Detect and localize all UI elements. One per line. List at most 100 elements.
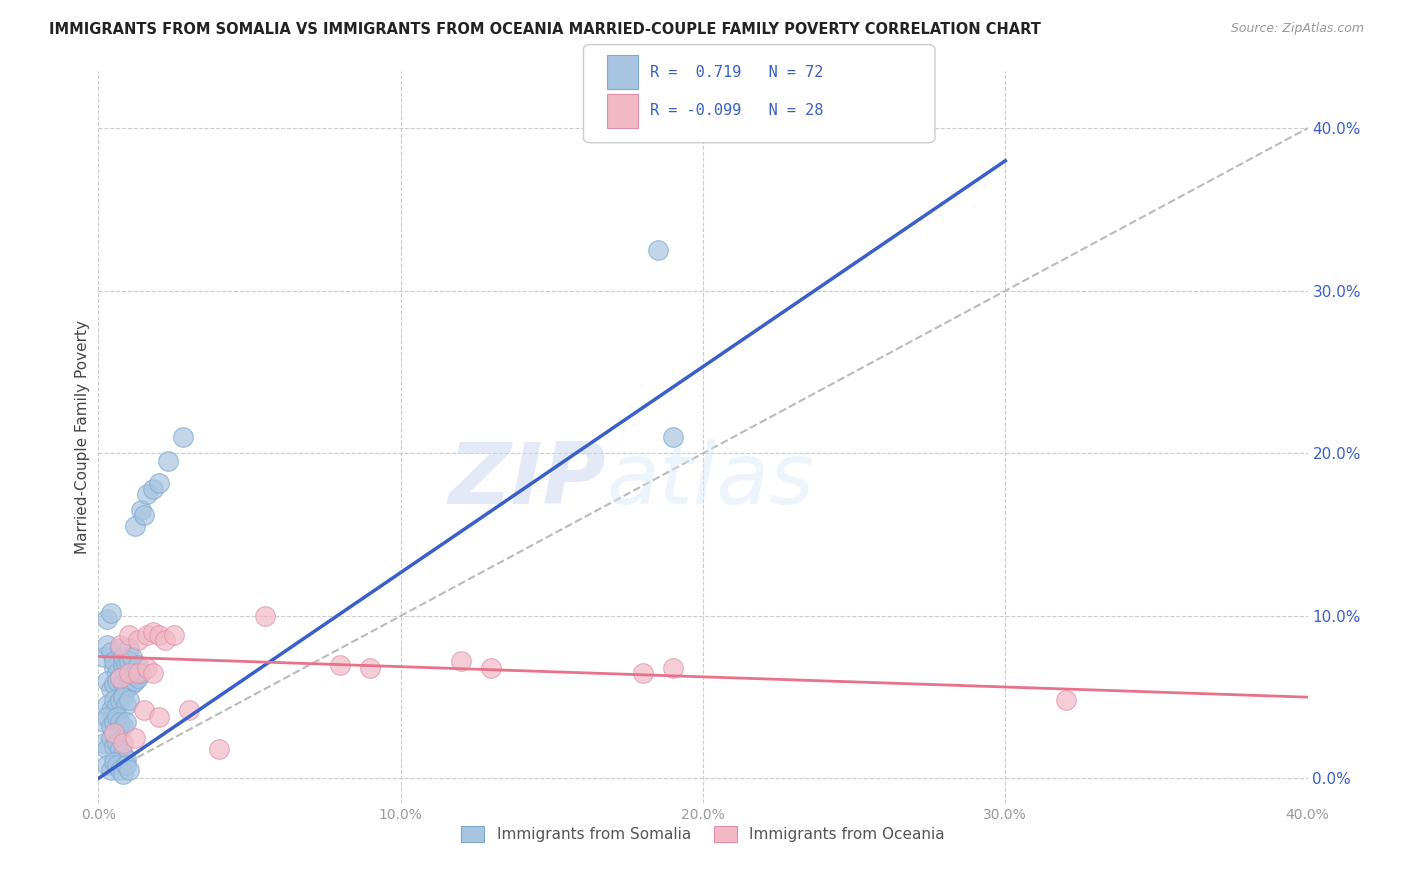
Point xyxy=(142,625,165,640)
Point xyxy=(114,758,136,772)
Point xyxy=(253,608,276,623)
Point xyxy=(118,665,141,680)
Point xyxy=(135,661,157,675)
Point xyxy=(208,742,231,756)
Point xyxy=(481,661,503,675)
Point xyxy=(100,645,122,659)
Point xyxy=(114,698,136,713)
Point xyxy=(142,482,165,496)
Point xyxy=(118,673,141,688)
Point xyxy=(132,703,155,717)
Text: atlas: atlas xyxy=(606,440,814,523)
Point xyxy=(163,628,186,642)
Point xyxy=(661,661,683,675)
Text: Source: ZipAtlas.com: Source: ZipAtlas.com xyxy=(1230,22,1364,36)
Point xyxy=(172,430,194,444)
Point xyxy=(105,665,128,680)
Point xyxy=(631,665,654,680)
Point xyxy=(129,665,152,680)
Point xyxy=(124,673,146,688)
Point xyxy=(148,628,170,642)
Point xyxy=(121,649,143,664)
Point xyxy=(118,628,141,642)
Point xyxy=(108,742,131,756)
Point xyxy=(108,714,131,729)
Point xyxy=(124,665,146,680)
Point xyxy=(179,703,201,717)
Point xyxy=(114,681,136,696)
Point xyxy=(142,665,165,680)
Point xyxy=(132,508,155,522)
Point xyxy=(103,654,125,668)
Point xyxy=(647,243,669,257)
Point xyxy=(96,698,118,713)
Point xyxy=(135,628,157,642)
Point xyxy=(148,475,170,490)
Point xyxy=(103,739,125,753)
Point xyxy=(111,719,134,733)
Point xyxy=(661,430,683,444)
Point xyxy=(103,755,125,769)
Point xyxy=(1054,693,1077,707)
Point xyxy=(135,487,157,501)
Point xyxy=(96,612,118,626)
Point xyxy=(93,649,115,664)
Point xyxy=(111,690,134,705)
Point xyxy=(329,657,352,672)
Point xyxy=(114,665,136,680)
Point xyxy=(114,714,136,729)
Point xyxy=(153,633,176,648)
Point xyxy=(108,764,131,778)
Text: ZIP: ZIP xyxy=(449,440,606,523)
Point xyxy=(100,681,122,696)
Point xyxy=(100,719,122,733)
Point xyxy=(121,677,143,691)
Point xyxy=(118,764,141,778)
Point xyxy=(105,673,128,688)
Point xyxy=(100,606,122,620)
Point xyxy=(96,638,118,652)
Point xyxy=(118,641,141,656)
Text: R =  0.719   N = 72: R = 0.719 N = 72 xyxy=(650,65,823,79)
Point xyxy=(124,731,146,745)
Point xyxy=(127,671,149,685)
Point xyxy=(129,503,152,517)
Legend: Immigrants from Somalia, Immigrants from Oceania: Immigrants from Somalia, Immigrants from… xyxy=(454,819,952,850)
Point xyxy=(127,633,149,648)
Point xyxy=(96,742,118,756)
Point xyxy=(96,673,118,688)
Point xyxy=(127,665,149,680)
Point xyxy=(103,661,125,675)
Point xyxy=(118,693,141,707)
Point xyxy=(111,677,134,691)
Point xyxy=(96,758,118,772)
Point xyxy=(105,736,128,750)
Point xyxy=(118,654,141,668)
Point xyxy=(93,714,115,729)
Point xyxy=(127,657,149,672)
Point xyxy=(148,709,170,723)
Point xyxy=(103,677,125,691)
Y-axis label: Married-Couple Family Poverty: Married-Couple Family Poverty xyxy=(75,320,90,554)
Point xyxy=(108,671,131,685)
Point xyxy=(103,693,125,707)
Point xyxy=(108,693,131,707)
Point xyxy=(156,454,179,468)
Point xyxy=(114,752,136,766)
Point xyxy=(124,519,146,533)
Point xyxy=(105,758,128,772)
Point xyxy=(93,736,115,750)
Point xyxy=(111,736,134,750)
Point xyxy=(111,766,134,780)
Point xyxy=(450,654,472,668)
Point xyxy=(103,726,125,740)
Point xyxy=(108,641,131,656)
Point xyxy=(105,698,128,713)
Text: R = -0.099   N = 28: R = -0.099 N = 28 xyxy=(650,103,823,118)
Point xyxy=(108,638,131,652)
Point xyxy=(111,657,134,672)
Point xyxy=(96,709,118,723)
Point xyxy=(111,649,134,664)
Point xyxy=(103,714,125,729)
Text: IMMIGRANTS FROM SOMALIA VS IMMIGRANTS FROM OCEANIA MARRIED-COUPLE FAMILY POVERTY: IMMIGRANTS FROM SOMALIA VS IMMIGRANTS FR… xyxy=(49,22,1040,37)
